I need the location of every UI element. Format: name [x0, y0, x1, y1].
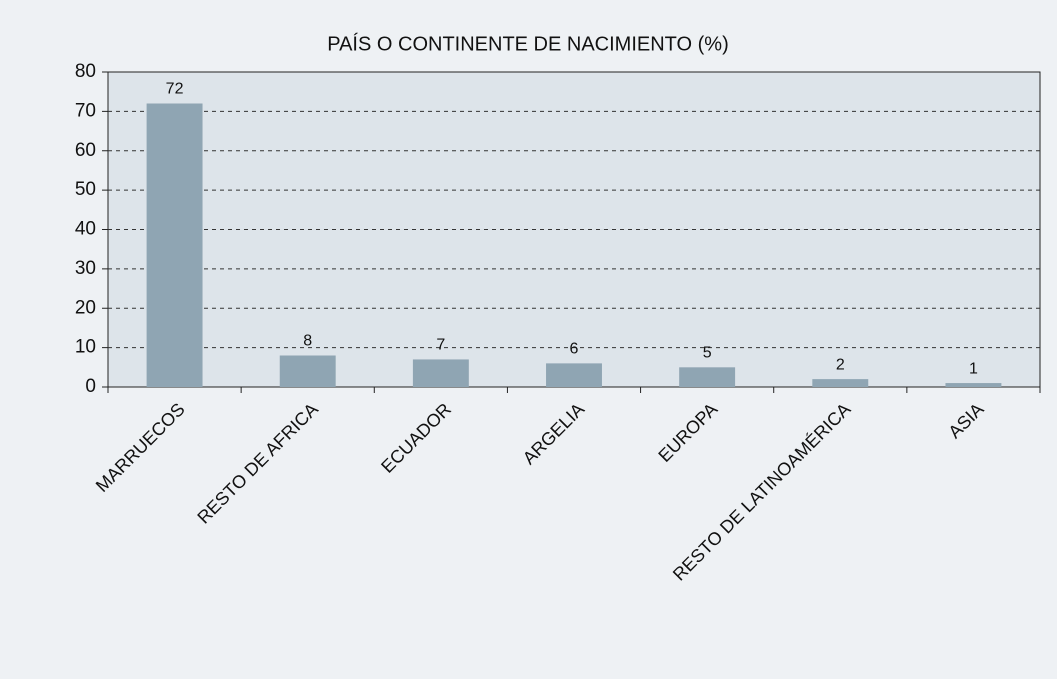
y-tick-label: 70: [75, 100, 96, 121]
value-label: 1: [969, 360, 978, 377]
value-label: 8: [303, 333, 312, 350]
bar: [679, 367, 736, 387]
y-tick-label: 50: [75, 179, 96, 200]
value-label: 2: [836, 356, 845, 373]
y-tick-label: 40: [75, 219, 96, 240]
y-tick-label: 30: [75, 258, 96, 279]
value-label: 7: [436, 337, 445, 354]
y-tick-label: 10: [75, 337, 96, 358]
y-tick-label: 60: [75, 140, 96, 161]
y-tick-label: 80: [75, 61, 96, 82]
value-label: 72: [166, 81, 184, 98]
bar: [146, 103, 203, 387]
bar: [412, 359, 469, 387]
value-label: 5: [703, 345, 712, 362]
y-tick-label: 0: [85, 376, 96, 397]
value-label: 6: [570, 341, 579, 358]
chart-title: PAÍS O CONTINENTE DE NACIMIENTO (%): [327, 32, 729, 55]
bar: [945, 383, 1002, 387]
bar: [546, 363, 602, 387]
bar: [812, 379, 869, 387]
y-tick-label: 20: [75, 297, 96, 318]
bar: [279, 355, 336, 387]
